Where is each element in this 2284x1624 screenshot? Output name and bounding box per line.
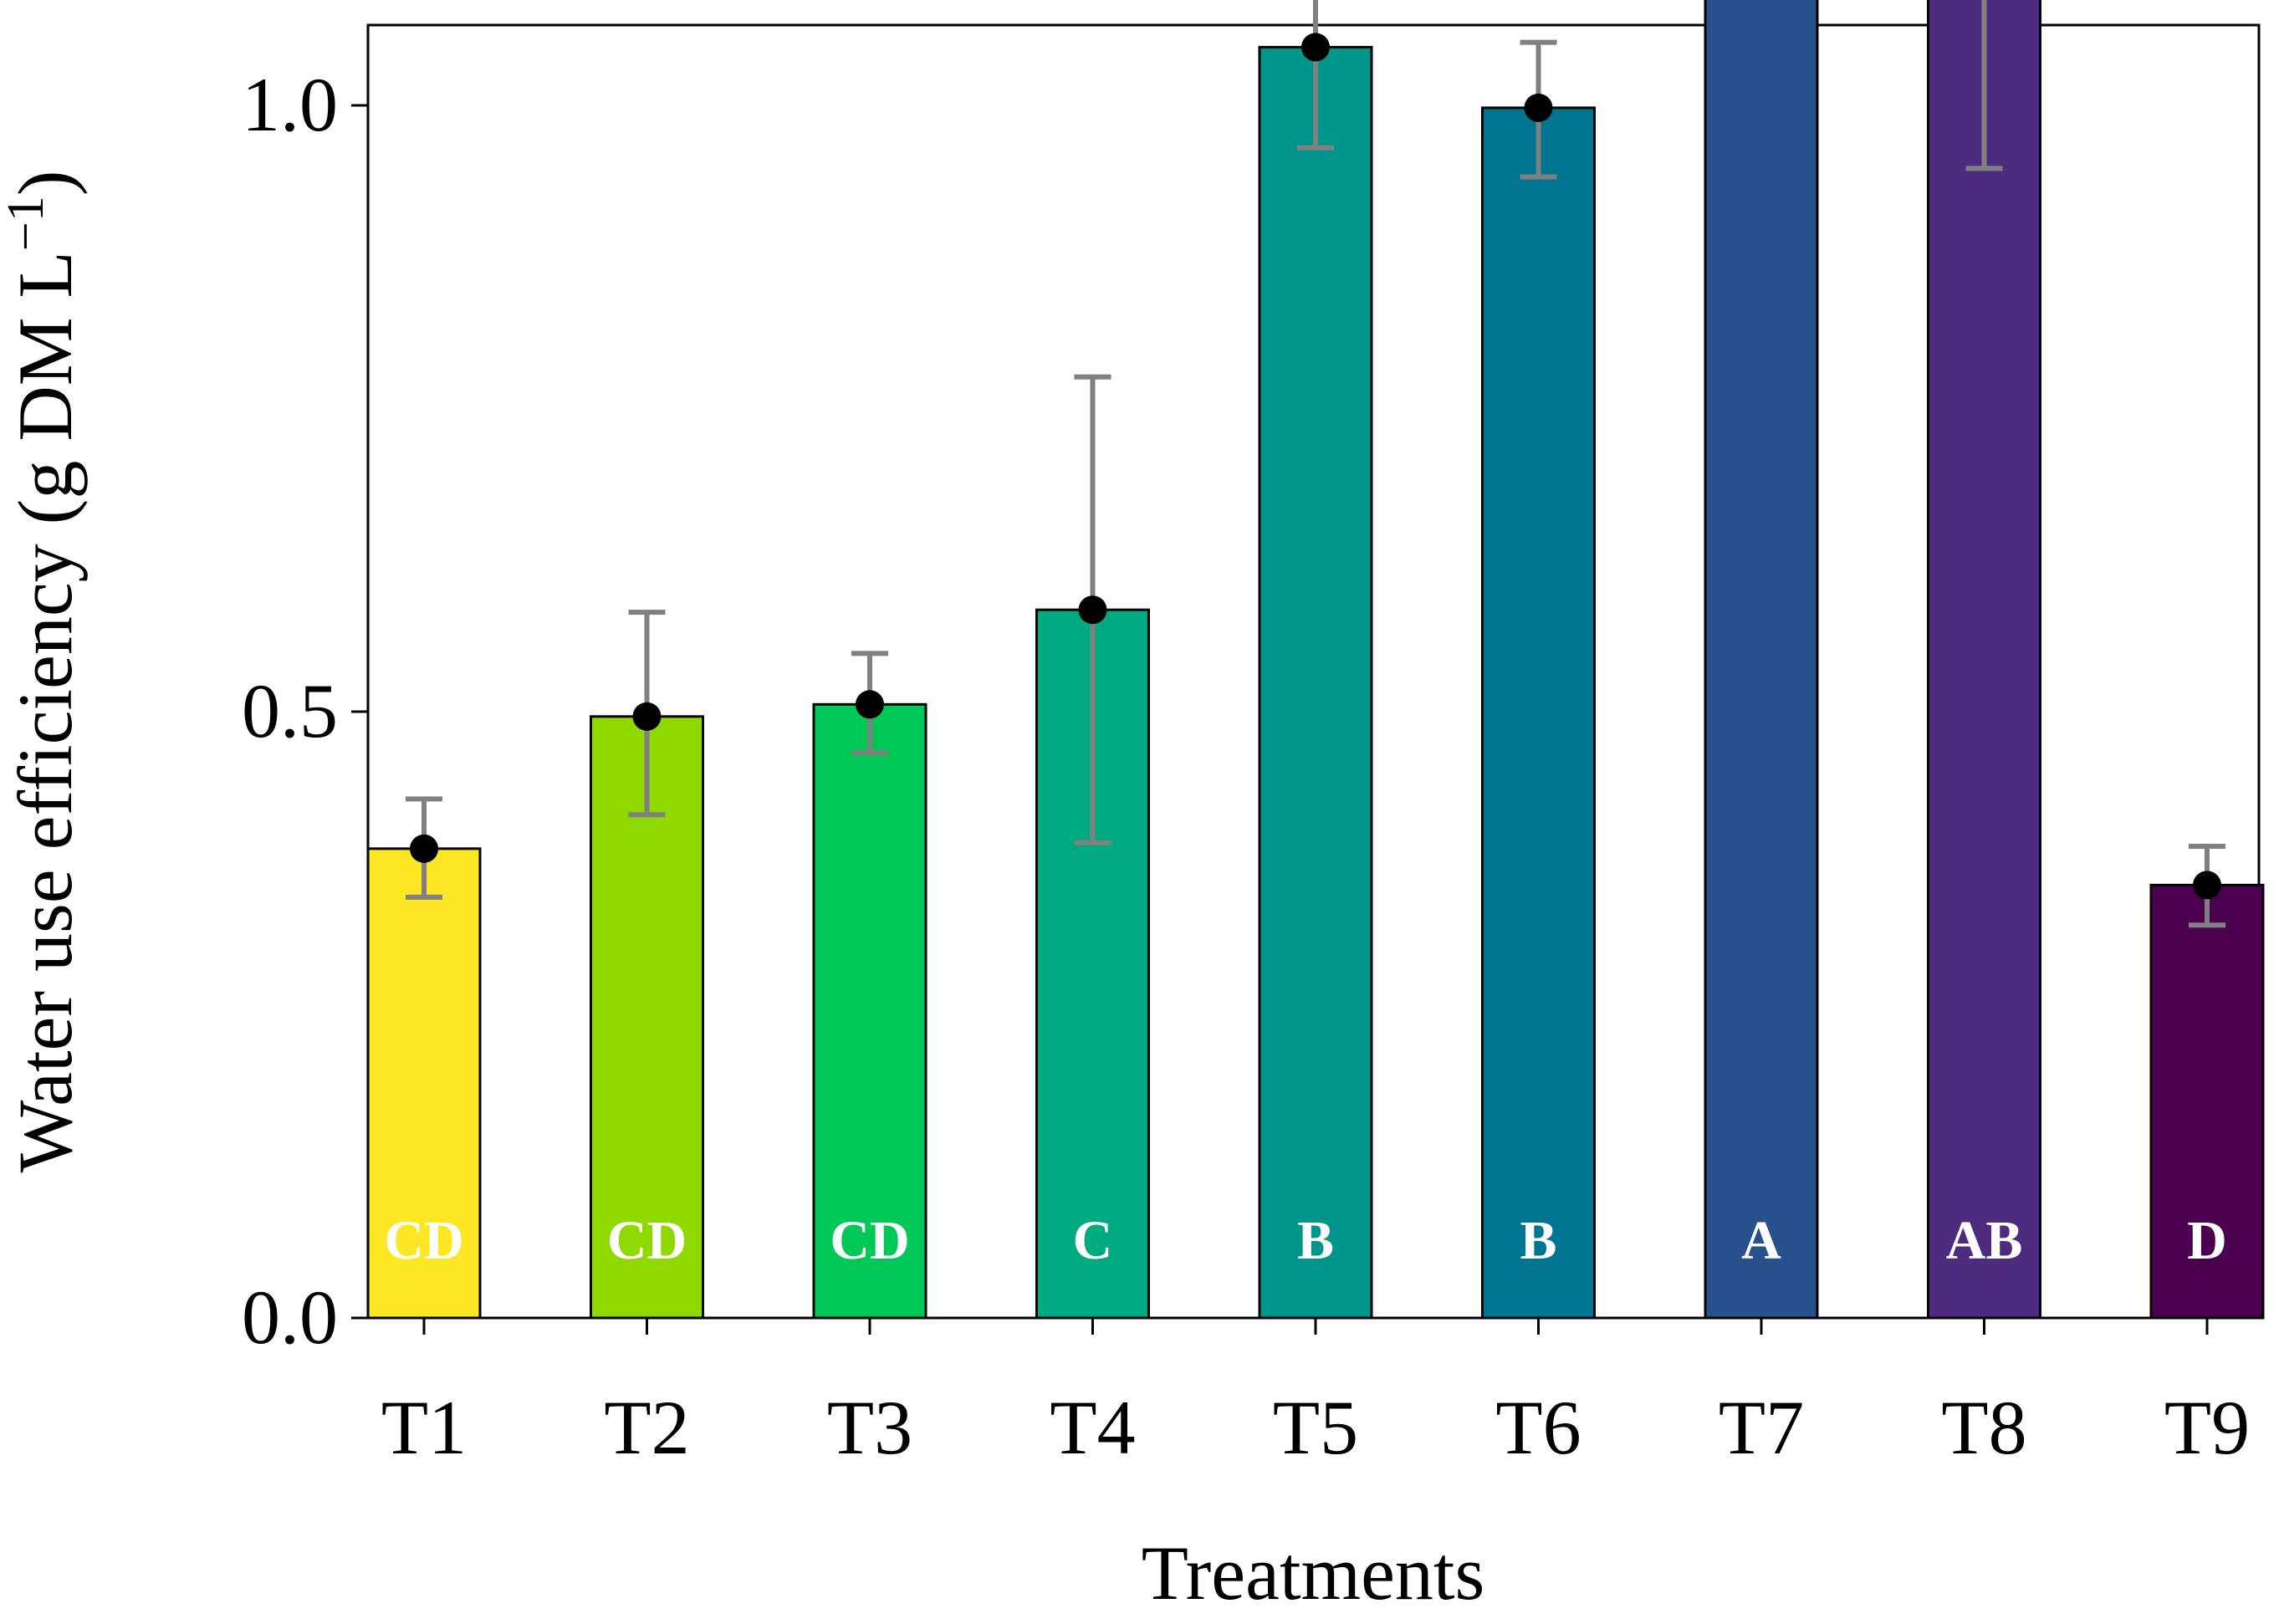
x-tick-label-t6: T6: [1495, 1385, 1581, 1470]
y-axis-title: Water use efficiency (g DM L−1): [0, 171, 88, 1173]
x-tick-label-t8: T8: [1941, 1385, 2026, 1470]
bar-t8: [1927, 0, 2041, 1320]
x-axis-title: Treatments: [1142, 1530, 1485, 1616]
significance-letter-t3: CD: [830, 1210, 909, 1271]
mean-point-t3: [856, 690, 884, 719]
y-axis: 0.00.51.01.5: [242, 62, 368, 1360]
x-tick-label-t3: T3: [827, 1385, 912, 1470]
significance-letter-t4: C: [1073, 1210, 1113, 1271]
x-tick-label-t5: T5: [1273, 1385, 1358, 1470]
x-tick-label-t2: T2: [604, 1385, 689, 1470]
significance-letter-t2: CD: [607, 1210, 687, 1271]
bars-layer: [366, 0, 2265, 1320]
y-tick-label-2: 1.0: [242, 62, 338, 147]
x-axis: T1 T2 T3 T4 T5 T6 T7 T8 T9: [381, 1318, 2250, 1470]
mean-point-t2: [632, 702, 662, 731]
bar-t6: [1481, 106, 1596, 1320]
significance-letters-layer: CD CD CD C B B A AB D: [384, 1210, 2227, 1271]
mean-point-t9: [2193, 871, 2221, 900]
bar-t7: [1704, 0, 1819, 1320]
mean-point-t6: [1524, 93, 1553, 122]
y-axis-title-main: Water use efficiency (g DM L: [3, 251, 88, 1172]
bar-t5: [1258, 45, 1373, 1320]
y-axis-title-close: ): [3, 171, 88, 197]
error-bars-layer: [406, 0, 2225, 928]
significance-letter-t5: B: [1297, 1210, 1334, 1271]
x-tick-label-t7: T7: [1719, 1385, 1804, 1470]
significance-letter-t7: A: [1741, 1210, 1781, 1271]
y-tick-label-1: 0.5: [242, 668, 338, 753]
mean-point-t1: [410, 834, 438, 863]
significance-letter-t9: D: [2187, 1210, 2227, 1271]
x-tick-label-t9: T9: [2164, 1385, 2250, 1470]
x-tick-label-t1: T1: [381, 1385, 467, 1470]
significance-letter-t6: B: [1520, 1210, 1556, 1271]
significance-letter-t1: CD: [384, 1210, 463, 1271]
y-axis-title-superscript: −1: [0, 196, 54, 251]
significance-letter-t8: AB: [1946, 1210, 2023, 1271]
mean-point-t4: [1078, 595, 1107, 625]
y-tick-label-0: 0.0: [242, 1274, 338, 1360]
x-tick-label-t4: T4: [1050, 1385, 1135, 1470]
mean-point-t5: [1301, 33, 1330, 62]
